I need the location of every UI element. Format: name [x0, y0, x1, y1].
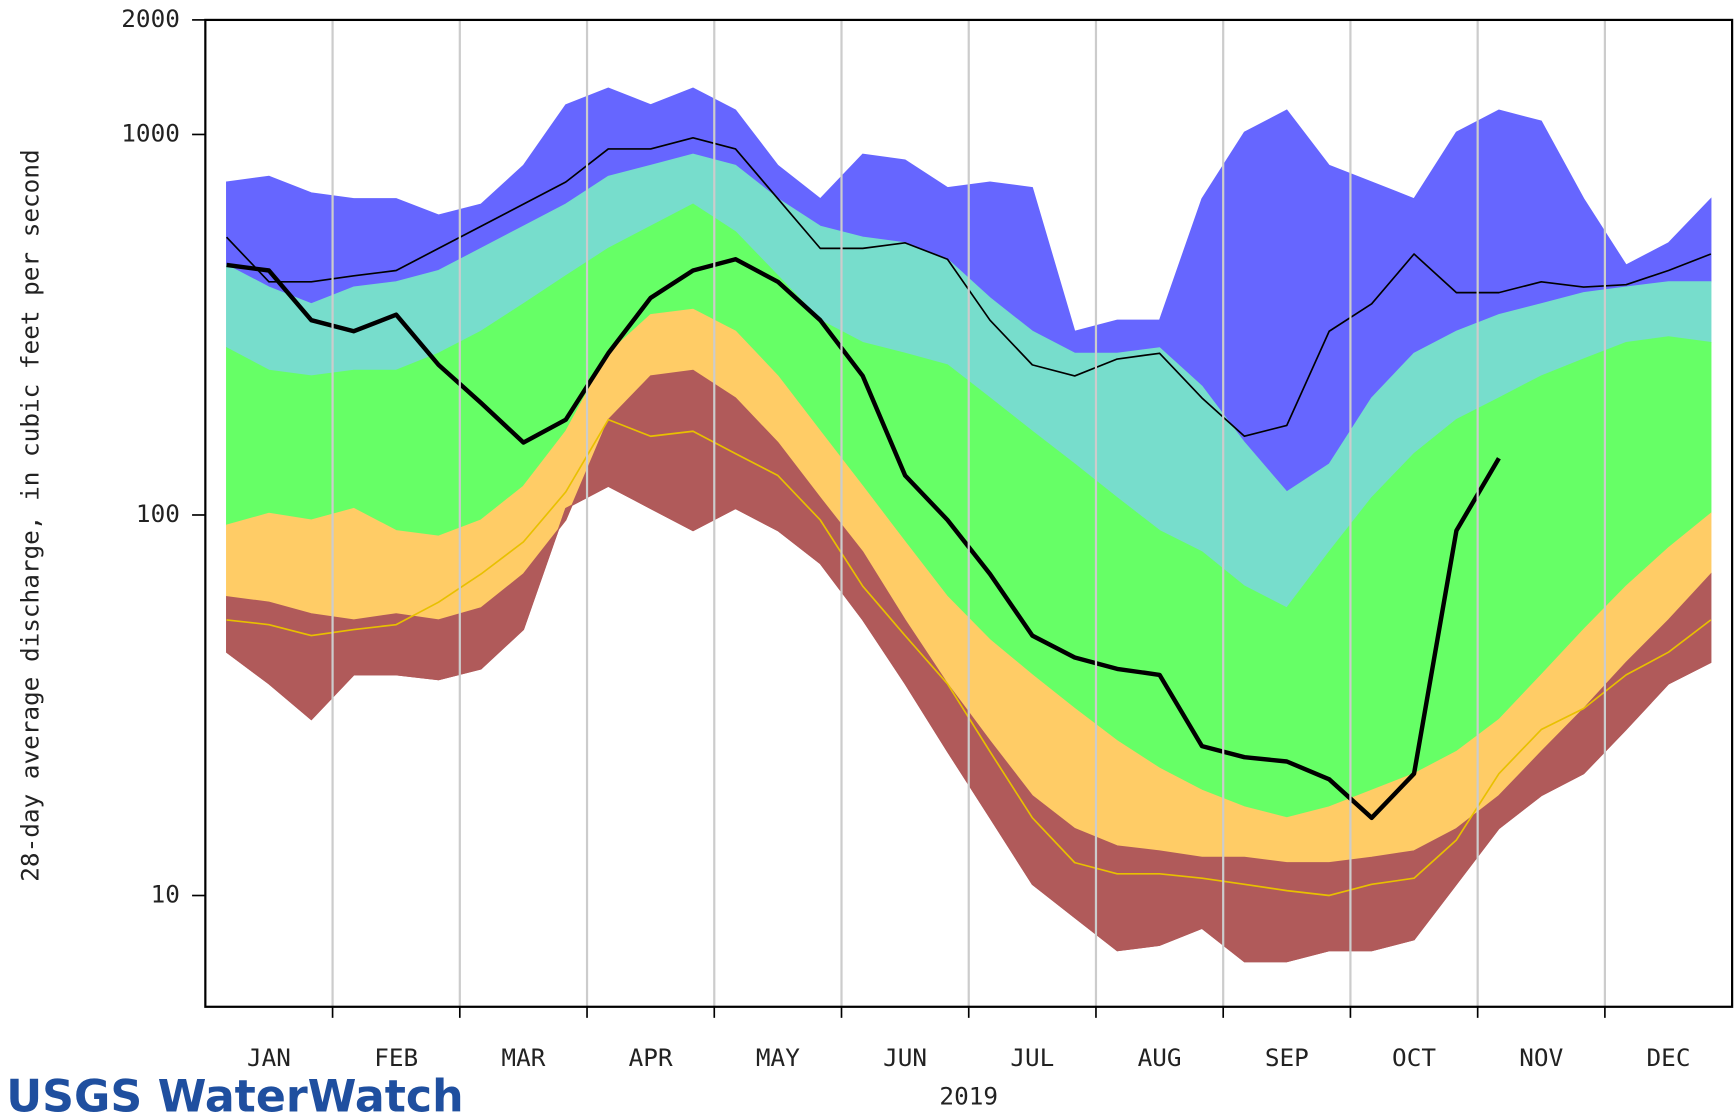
x-tick-label: JAN [247, 1043, 291, 1072]
x-tick-label: JUN [883, 1043, 927, 1072]
x-tick-label: AUG [1138, 1043, 1182, 1072]
x-tick-label: JUL [1010, 1043, 1054, 1072]
x-tick-label: DEC [1647, 1043, 1691, 1072]
x-axis-title: 2019 [939, 1082, 998, 1111]
discharge-line [226, 257, 1501, 821]
x-tick-label: MAR [501, 1043, 545, 1072]
x-tick-label: OCT [1392, 1043, 1436, 1072]
y-tick-label: 100 [136, 499, 180, 528]
y-tick-label: 1000 [121, 118, 180, 147]
x-tick-label: SEP [1265, 1043, 1309, 1072]
plot-frame [204, 18, 1734, 1008]
x-tick-label: MAY [756, 1043, 800, 1072]
x-tick-label: NOV [1519, 1043, 1563, 1072]
x-tick-label: FEB [374, 1043, 418, 1072]
x-tick-label: APR [629, 1043, 673, 1072]
y-axis-title: 28-day average discharge, in cubic feet … [16, 149, 45, 881]
y-tick-label: 10 [151, 880, 180, 909]
y-tick-label: 2000 [121, 4, 180, 33]
logo: USGS WaterWatch [6, 1072, 463, 1113]
